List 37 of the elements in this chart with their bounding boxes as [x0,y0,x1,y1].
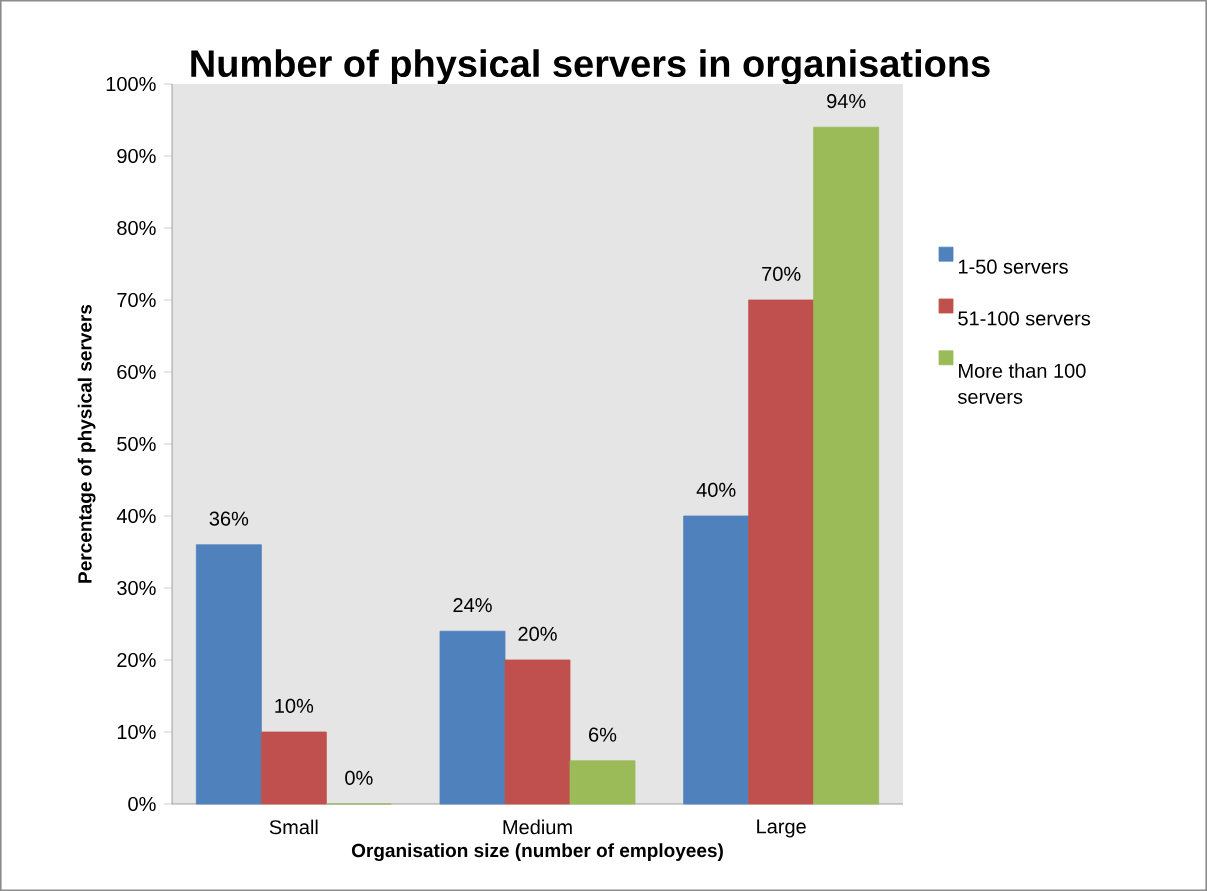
bar [569,760,636,805]
data-label: 20% [518,626,557,641]
y-axis-title: Percentage of physical servers [77,304,96,583]
x-tick-label: Small [269,819,318,835]
y-tick-label: 80% [117,220,156,236]
data-label: 94% [827,93,866,109]
x-tick-label: Medium [503,819,572,835]
bar [260,731,327,805]
legend-label: More than 100 servers [958,363,1086,404]
y-tick-label: 20% [117,652,156,668]
data-label: 40% [696,482,736,497]
y-tick-label: 50% [117,436,156,452]
y-tick-label: 60% [117,364,156,380]
x-tick-label: Large [757,819,806,838]
bar [813,126,880,805]
y-tick-label: 100% [106,76,156,92]
data-label: 0% [345,770,373,785]
data-label: 24% [453,598,492,613]
data-label: 6% [589,727,617,742]
legend-label: 51-100 servers [958,311,1091,326]
chart-title: Number of physical servers in organisations [191,49,990,85]
data-label: 10% [275,698,314,713]
bar [504,659,571,805]
y-tick-label: 70% [117,292,156,308]
y-tick-label: 30% [117,580,156,596]
bar [748,299,815,805]
bar [439,630,506,805]
x-axis-title: Organisation size (number of employees) [351,843,723,862]
y-tick-label: 90% [117,148,156,164]
y-tick-label: 40% [116,508,156,524]
bar [683,515,750,805]
data-label: 70% [762,266,801,281]
y-tick-label: 10% [117,724,156,740]
y-tick-label: 0% [128,796,156,812]
legend-label: 1-50 servers [958,259,1068,274]
bar [195,544,262,805]
data-label: 36% [209,511,249,526]
